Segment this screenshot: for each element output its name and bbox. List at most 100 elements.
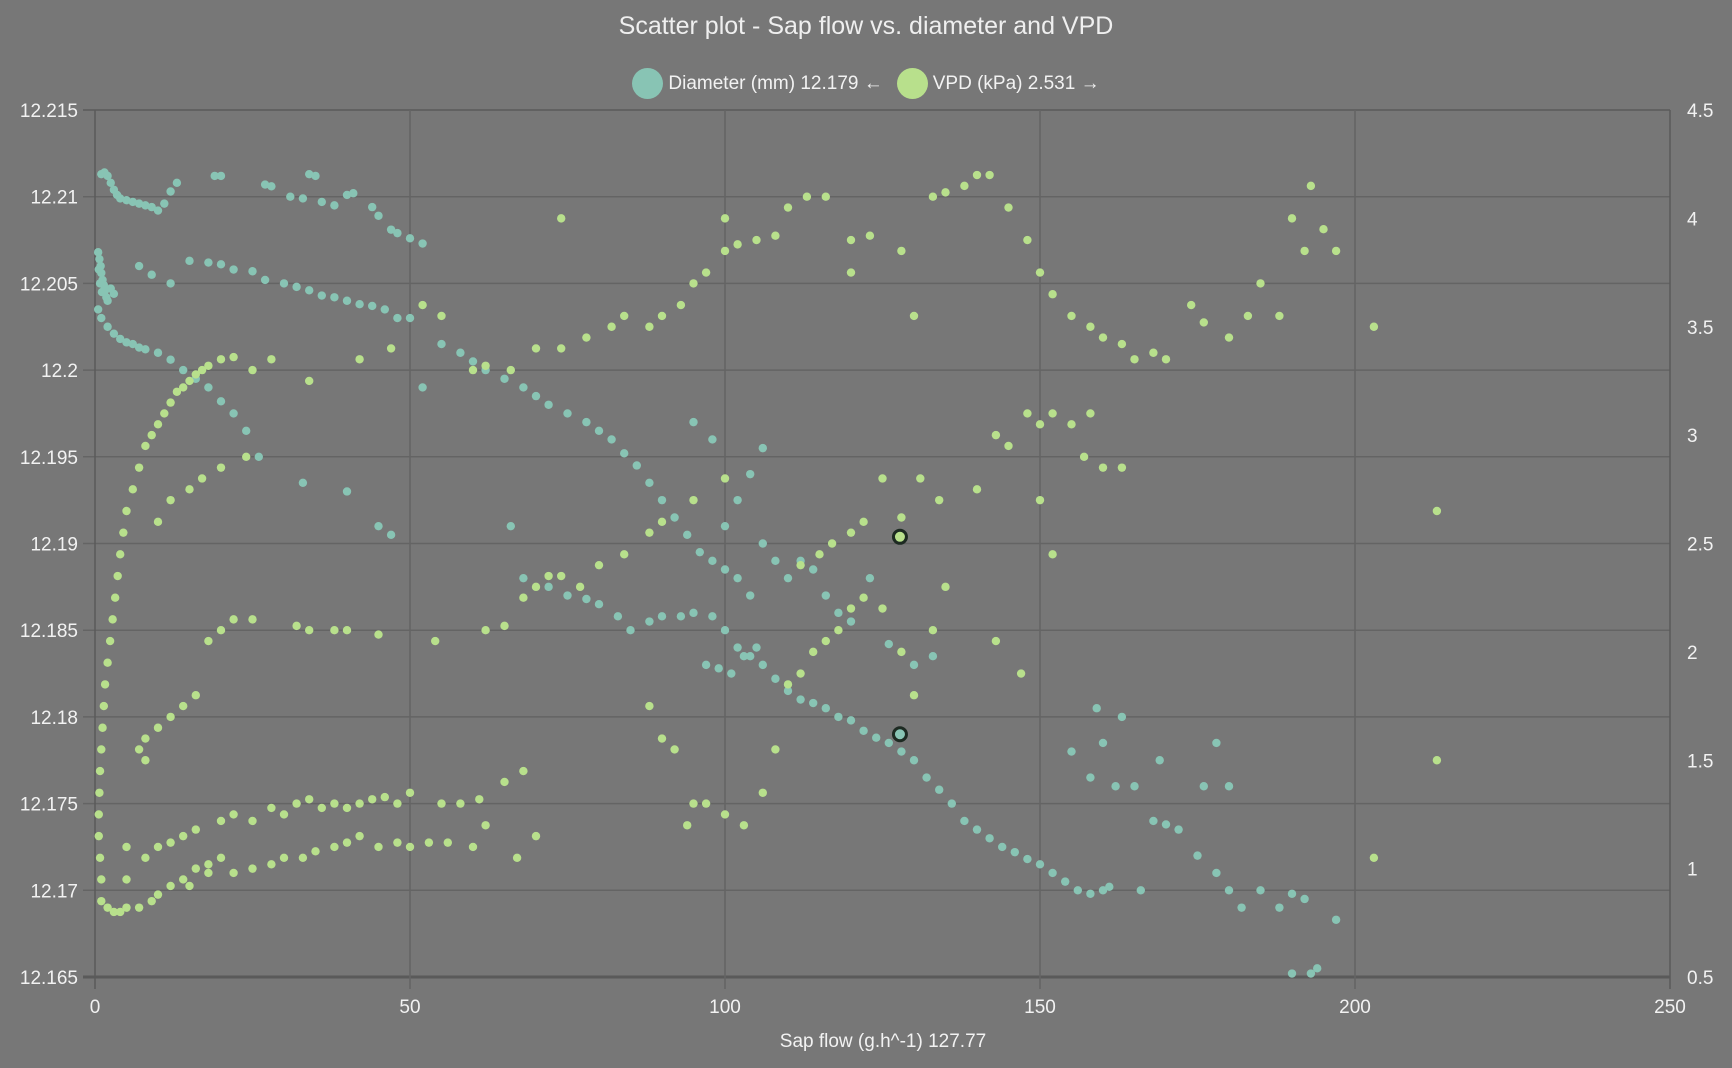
vpd-point bbox=[380, 792, 389, 802]
diameter-point bbox=[620, 449, 629, 458]
diameter-point bbox=[746, 469, 755, 479]
diameter-point bbox=[116, 334, 125, 344]
diameter-point bbox=[613, 612, 623, 621]
diameter-point bbox=[632, 461, 641, 470]
y-left-tick-label: 12.215 bbox=[20, 101, 78, 122]
vpd-point bbox=[796, 560, 805, 570]
diameter-point bbox=[1067, 747, 1076, 756]
vpd-point bbox=[657, 734, 667, 743]
diameter-point bbox=[727, 669, 736, 678]
vpd-point bbox=[544, 571, 553, 581]
diameter-point bbox=[500, 374, 509, 383]
vpd-point bbox=[519, 593, 528, 602]
vpd-point bbox=[500, 621, 509, 631]
vpd-point bbox=[1432, 756, 1442, 765]
vpd-point bbox=[160, 409, 169, 418]
legend-item-diameter[interactable]: Diameter (mm) 12.179 ← bbox=[632, 68, 883, 99]
vpd-point bbox=[147, 430, 156, 440]
diameter-point bbox=[254, 452, 263, 461]
diameter-point bbox=[1023, 854, 1032, 864]
legend: Diameter (mm) 12.179 ← VPD (kPa) 2.531 → bbox=[0, 68, 1732, 99]
vpd-point bbox=[815, 550, 824, 559]
vpd-point bbox=[179, 831, 188, 841]
diameter-point bbox=[94, 265, 103, 274]
vpd-point bbox=[689, 799, 698, 808]
diameter-point bbox=[594, 426, 604, 435]
diameter-point bbox=[172, 178, 182, 188]
vpd-point bbox=[720, 214, 730, 223]
y-right-tick-label: 2.5 bbox=[1687, 535, 1713, 556]
vpd-point bbox=[1035, 420, 1045, 429]
diameter-point bbox=[93, 305, 103, 314]
diameter-point bbox=[519, 573, 528, 583]
vpd-point bbox=[204, 636, 213, 646]
diameter-point bbox=[657, 612, 667, 621]
diameter-point bbox=[771, 674, 780, 683]
vpd-point bbox=[153, 723, 163, 732]
vpd-point bbox=[216, 355, 226, 364]
vpd-point bbox=[1187, 300, 1196, 310]
vpd-point bbox=[909, 691, 919, 700]
vpd-point bbox=[267, 860, 276, 869]
diameter-point bbox=[437, 339, 446, 349]
vpd-point bbox=[972, 485, 982, 494]
vpd-point bbox=[95, 788, 104, 797]
diameter-point bbox=[1331, 915, 1341, 924]
vpd-point bbox=[1048, 550, 1057, 559]
vpd-point bbox=[1098, 463, 1108, 472]
vpd-point bbox=[405, 842, 415, 852]
diameter-point bbox=[594, 599, 604, 609]
vpd-point bbox=[916, 474, 925, 483]
diameter-point bbox=[897, 747, 906, 756]
vpd-point bbox=[267, 355, 276, 364]
vpd-point bbox=[166, 712, 175, 722]
diameter-point bbox=[153, 206, 163, 215]
vpd-point bbox=[468, 365, 478, 375]
legend-item-vpd[interactable]: VPD (kPa) 2.531 → bbox=[896, 68, 1100, 99]
vpd-point bbox=[122, 506, 131, 516]
diameter-point bbox=[607, 435, 616, 444]
vpd-point bbox=[809, 647, 818, 657]
vpd-point bbox=[519, 766, 528, 776]
diameter-point bbox=[809, 565, 818, 574]
diameter-point bbox=[386, 530, 396, 540]
diameter-point bbox=[645, 478, 654, 488]
vpd-point bbox=[248, 816, 257, 826]
vpd-point bbox=[802, 192, 812, 201]
diameter-point bbox=[708, 556, 717, 566]
vpd-point bbox=[645, 322, 654, 331]
diameter-point bbox=[1010, 847, 1019, 857]
vpd-point bbox=[116, 907, 125, 917]
diameter-point bbox=[1061, 877, 1070, 886]
diameter-point bbox=[733, 573, 742, 583]
y-right-tick-label: 2 bbox=[1687, 643, 1698, 664]
vpd-point bbox=[99, 701, 109, 711]
vpd-point bbox=[1199, 318, 1209, 327]
vpd-point bbox=[437, 311, 446, 321]
x-tick-label: 0 bbox=[90, 997, 101, 1018]
vpd-point bbox=[531, 582, 541, 592]
vpd-point bbox=[95, 853, 105, 862]
vpd-point bbox=[330, 842, 339, 852]
vpd-point bbox=[1275, 311, 1284, 321]
vpd-point bbox=[185, 881, 194, 891]
diameter-point bbox=[311, 171, 320, 181]
vpd-point bbox=[771, 745, 780, 754]
y-left-tick-label: 12.185 bbox=[20, 621, 78, 642]
vpd-point bbox=[191, 825, 200, 834]
vpd-point bbox=[103, 903, 112, 912]
diameter-point bbox=[771, 556, 780, 566]
diameter-point bbox=[695, 547, 704, 557]
legend-label-vpd: VPD (kPa) 2.531 → bbox=[932, 72, 1100, 94]
vpd-point bbox=[1067, 420, 1076, 429]
diameter-point bbox=[720, 521, 730, 531]
vpd-point bbox=[1117, 463, 1127, 472]
vpd-point bbox=[141, 734, 150, 743]
y-left-tick-label: 12.2 bbox=[41, 361, 78, 382]
y-left-tick-label: 12.18 bbox=[30, 708, 78, 729]
diameter-point bbox=[645, 617, 654, 626]
diameter-point bbox=[342, 487, 352, 496]
vpd-point bbox=[657, 311, 667, 321]
vpd-point bbox=[827, 539, 837, 548]
diameter-point bbox=[128, 339, 137, 349]
